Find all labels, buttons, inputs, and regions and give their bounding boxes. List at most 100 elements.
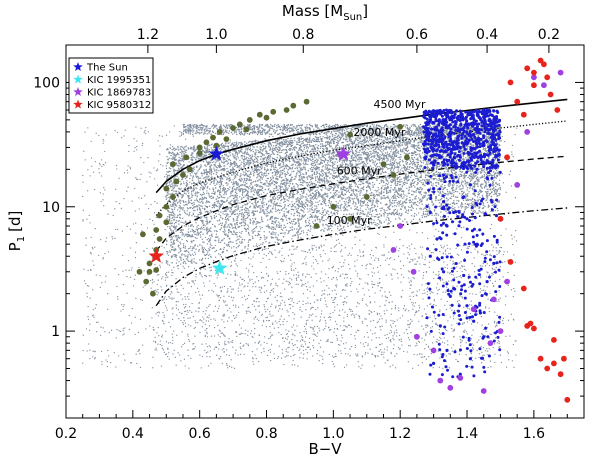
- field-star-point: [315, 136, 318, 139]
- field-star-point: [225, 160, 228, 162]
- field-star-point: [266, 174, 268, 177]
- field-star-point: [323, 161, 326, 163]
- field-star-point: [479, 168, 481, 170]
- field-star-point: [314, 162, 316, 164]
- field-star-point: [194, 244, 197, 246]
- field-star-point: [388, 189, 391, 192]
- field-star-point: [276, 173, 278, 175]
- field-star-point: [466, 187, 469, 189]
- field-star-point: [292, 191, 294, 193]
- field-star-point: [321, 217, 323, 220]
- field-star-point: [374, 189, 376, 192]
- field-star-point: [283, 224, 285, 226]
- field-star-point: [177, 177, 180, 179]
- field-star-point: [324, 182, 326, 184]
- field-star-point: [257, 176, 259, 178]
- field-star-point: [320, 219, 322, 221]
- field-star-point: [316, 198, 318, 200]
- field-star-point: [188, 214, 191, 216]
- field-star-point: [390, 145, 392, 147]
- field-star-point: [172, 202, 175, 204]
- field-star-point: [254, 155, 256, 157]
- field-star-point: [380, 138, 382, 141]
- field-star-point: [305, 187, 308, 190]
- field-star-point: [294, 167, 296, 170]
- field-star-point: [430, 191, 433, 193]
- field-star-point: [359, 204, 361, 206]
- field-star-point: [239, 231, 241, 234]
- field-star-point: [252, 223, 254, 225]
- field-star-point: [321, 181, 324, 183]
- field-star-point: [394, 195, 397, 197]
- field-star-point: [409, 135, 412, 137]
- field-star-point: [219, 222, 222, 224]
- field-star-point: [269, 154, 271, 157]
- field-star-point: [190, 193, 193, 195]
- field-star-point: [418, 202, 421, 204]
- field-star-point: [325, 175, 328, 178]
- field-star-point: [315, 173, 317, 175]
- field-star-point: [305, 196, 307, 198]
- field-star-point: [439, 164, 441, 166]
- field-star-point: [387, 182, 390, 184]
- field-star-point: [171, 243, 174, 245]
- field-star-point: [401, 181, 403, 183]
- field-star-point: [229, 196, 231, 198]
- field-star-point: [208, 188, 211, 190]
- field-star-point: [245, 211, 247, 213]
- field-star-point: [361, 227, 363, 229]
- field-star-point: [182, 229, 184, 231]
- field-star-point: [413, 191, 415, 193]
- field-star-point: [252, 163, 254, 165]
- field-star-point: [420, 193, 422, 196]
- field-star-point: [494, 209, 496, 212]
- field-star-point: [277, 234, 279, 236]
- field-star-point: [384, 210, 386, 212]
- field-star-point: [295, 174, 297, 176]
- field-star-point: [464, 206, 466, 208]
- field-star-point: [392, 169, 395, 171]
- field-star-point: [170, 154, 172, 157]
- field-star-point: [319, 200, 321, 202]
- field-star-point: [286, 199, 288, 201]
- field-star-point: [236, 219, 239, 221]
- field-star-point: [275, 232, 277, 234]
- field-star-point: [263, 204, 265, 206]
- field-star-point: [366, 191, 368, 193]
- field-star-point: [264, 175, 267, 177]
- field-star-point: [316, 219, 319, 221]
- field-star-point: [362, 180, 364, 182]
- field-star-point: [305, 144, 307, 146]
- field-star-point: [333, 197, 335, 199]
- field-star-point: [193, 215, 196, 217]
- field-star-point: [180, 200, 182, 202]
- field-star-point: [467, 176, 469, 179]
- field-star-point: [220, 227, 223, 229]
- field-star-point: [367, 175, 369, 178]
- field-star-point: [359, 154, 361, 156]
- field-star-point: [232, 183, 234, 185]
- field-star-point: [321, 156, 323, 158]
- field-star-point: [348, 196, 350, 198]
- field-star-point: [201, 257, 204, 260]
- field-star-point: [339, 204, 342, 207]
- field-star-point: [209, 244, 212, 246]
- field-star-point: [248, 176, 251, 178]
- field-star-point: [306, 182, 309, 184]
- field-star-point: [189, 181, 191, 183]
- field-star-point: [213, 182, 215, 185]
- field-star-point: [243, 160, 245, 163]
- field-star-point: [177, 167, 180, 169]
- field-star-point: [343, 200, 345, 203]
- field-star-point: [344, 223, 346, 225]
- field-star-point: [198, 232, 200, 235]
- field-star-point: [226, 163, 229, 165]
- field-star-point: [285, 167, 288, 169]
- field-star-point: [472, 201, 474, 203]
- field-star-point: [383, 215, 385, 217]
- field-star-point: [180, 145, 182, 148]
- field-star-point: [387, 223, 389, 225]
- field-star-point: [438, 202, 441, 204]
- field-star-point: [432, 185, 434, 187]
- field-star-point: [303, 164, 305, 166]
